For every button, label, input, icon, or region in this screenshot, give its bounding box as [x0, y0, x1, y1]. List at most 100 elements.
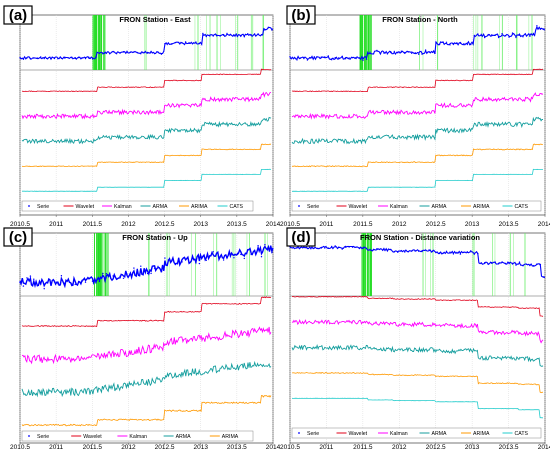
series-point-serie [428, 249, 430, 251]
series-point-serie [338, 57, 340, 59]
series-point-serie [226, 32, 228, 35]
series-point-serie [222, 259, 225, 261]
series-point-serie [376, 49, 378, 52]
series-point-serie [81, 280, 83, 282]
series-line-arma [21, 360, 272, 398]
series-point-serie [126, 50, 128, 52]
series-point-serie [536, 25, 538, 27]
change-point-bands [359, 15, 533, 70]
legend-label: CATS [230, 204, 244, 210]
series-point-serie [157, 51, 159, 53]
series-point-serie [195, 262, 197, 264]
series-point-serie [133, 51, 135, 53]
series-point-serie [317, 56, 319, 58]
series-point-serie [95, 282, 97, 284]
series-point-serie [98, 280, 101, 283]
series-line-cats [291, 397, 543, 419]
legend-label: Kalman [390, 204, 408, 210]
series-point-serie [452, 42, 455, 45]
series-point-serie [303, 246, 305, 248]
series-point-serie [271, 29, 273, 31]
series-point-serie [81, 57, 83, 59]
series-point-serie [344, 245, 347, 248]
series-point-serie [143, 270, 145, 272]
series-point-serie [109, 275, 111, 277]
series-point-serie [404, 51, 406, 54]
series-point-serie [487, 263, 489, 266]
series-point-serie [358, 57, 361, 59]
series-point-serie [136, 52, 138, 54]
series-point-serie [233, 34, 235, 36]
series-point-serie [435, 251, 437, 254]
series-line-arima [292, 371, 544, 394]
legend-box [291, 427, 542, 439]
panel-label-text: (c) [9, 229, 27, 246]
series-point-serie [299, 247, 302, 249]
series-point-serie [341, 55, 343, 58]
series-point-serie [518, 34, 521, 36]
series-point-serie [529, 35, 531, 37]
series-point-serie [122, 51, 125, 53]
series-point-serie [324, 56, 326, 58]
series-point-serie [78, 280, 80, 283]
legend-label: ARMA [153, 204, 169, 210]
x-tick-label: 2012.5 [426, 221, 446, 228]
series-point-serie [257, 33, 259, 35]
x-tick-label: 2013.5 [227, 444, 247, 451]
series-point-serie [525, 35, 528, 37]
series-point-serie [313, 247, 315, 249]
series-point-serie [324, 247, 326, 249]
series-point-serie [264, 244, 266, 246]
series-point-serie [362, 59, 364, 61]
legend-label: Serie [307, 204, 319, 210]
series-point-serie [46, 281, 49, 284]
series-point-serie [46, 58, 49, 60]
series-point-serie [236, 252, 239, 254]
series-point-serie [532, 32, 535, 35]
series-point-serie [64, 56, 66, 58]
series-point-serie [331, 245, 333, 248]
x-tick-label: 2011.5 [353, 444, 373, 451]
series-point-serie [393, 251, 395, 253]
x-tick-label: 2013.5 [499, 444, 519, 451]
series-point-serie [404, 251, 406, 253]
x-tick-label: 2012 [121, 444, 136, 451]
series-point-serie [372, 249, 375, 251]
series-point-serie [331, 59, 333, 61]
series-point-serie [88, 56, 90, 59]
series-point-serie [191, 257, 194, 259]
x-tick-label: 2012.5 [155, 444, 175, 451]
series-line-arima [21, 143, 272, 168]
series-point-serie [88, 277, 90, 279]
series-point-serie [188, 42, 190, 44]
series-point-serie [195, 41, 197, 43]
top-subplot-frame [289, 232, 546, 297]
series-point-serie [178, 41, 180, 44]
series-point-serie [379, 52, 382, 55]
series-point-serie [109, 53, 111, 55]
series-point-serie [150, 272, 152, 275]
series-point-serie [477, 252, 479, 255]
series-point-serie [67, 57, 70, 59]
panel-title: FRON Station - East [119, 15, 191, 24]
series-point-serie [129, 51, 132, 53]
series-line-kalman [291, 92, 544, 120]
series-point-serie [212, 35, 214, 37]
change-point-bands [93, 233, 268, 296]
series-point-serie [19, 281, 21, 284]
series-point-serie [442, 252, 444, 254]
series-point-serie [480, 262, 482, 264]
series-point-serie [459, 42, 462, 44]
series-point-serie [508, 36, 510, 38]
legend-marker [298, 205, 300, 207]
x-tick-label: 2011 [319, 221, 333, 228]
series-point-serie [126, 273, 128, 275]
panel-label-box [286, 227, 316, 247]
series-point-serie [414, 52, 416, 54]
series-point-serie [105, 52, 108, 54]
series-point-serie [532, 265, 535, 267]
series-point-serie [229, 34, 232, 36]
series-point-serie [355, 57, 357, 60]
series-point-serie [296, 246, 298, 249]
legend-label: ARIMA [473, 204, 490, 210]
